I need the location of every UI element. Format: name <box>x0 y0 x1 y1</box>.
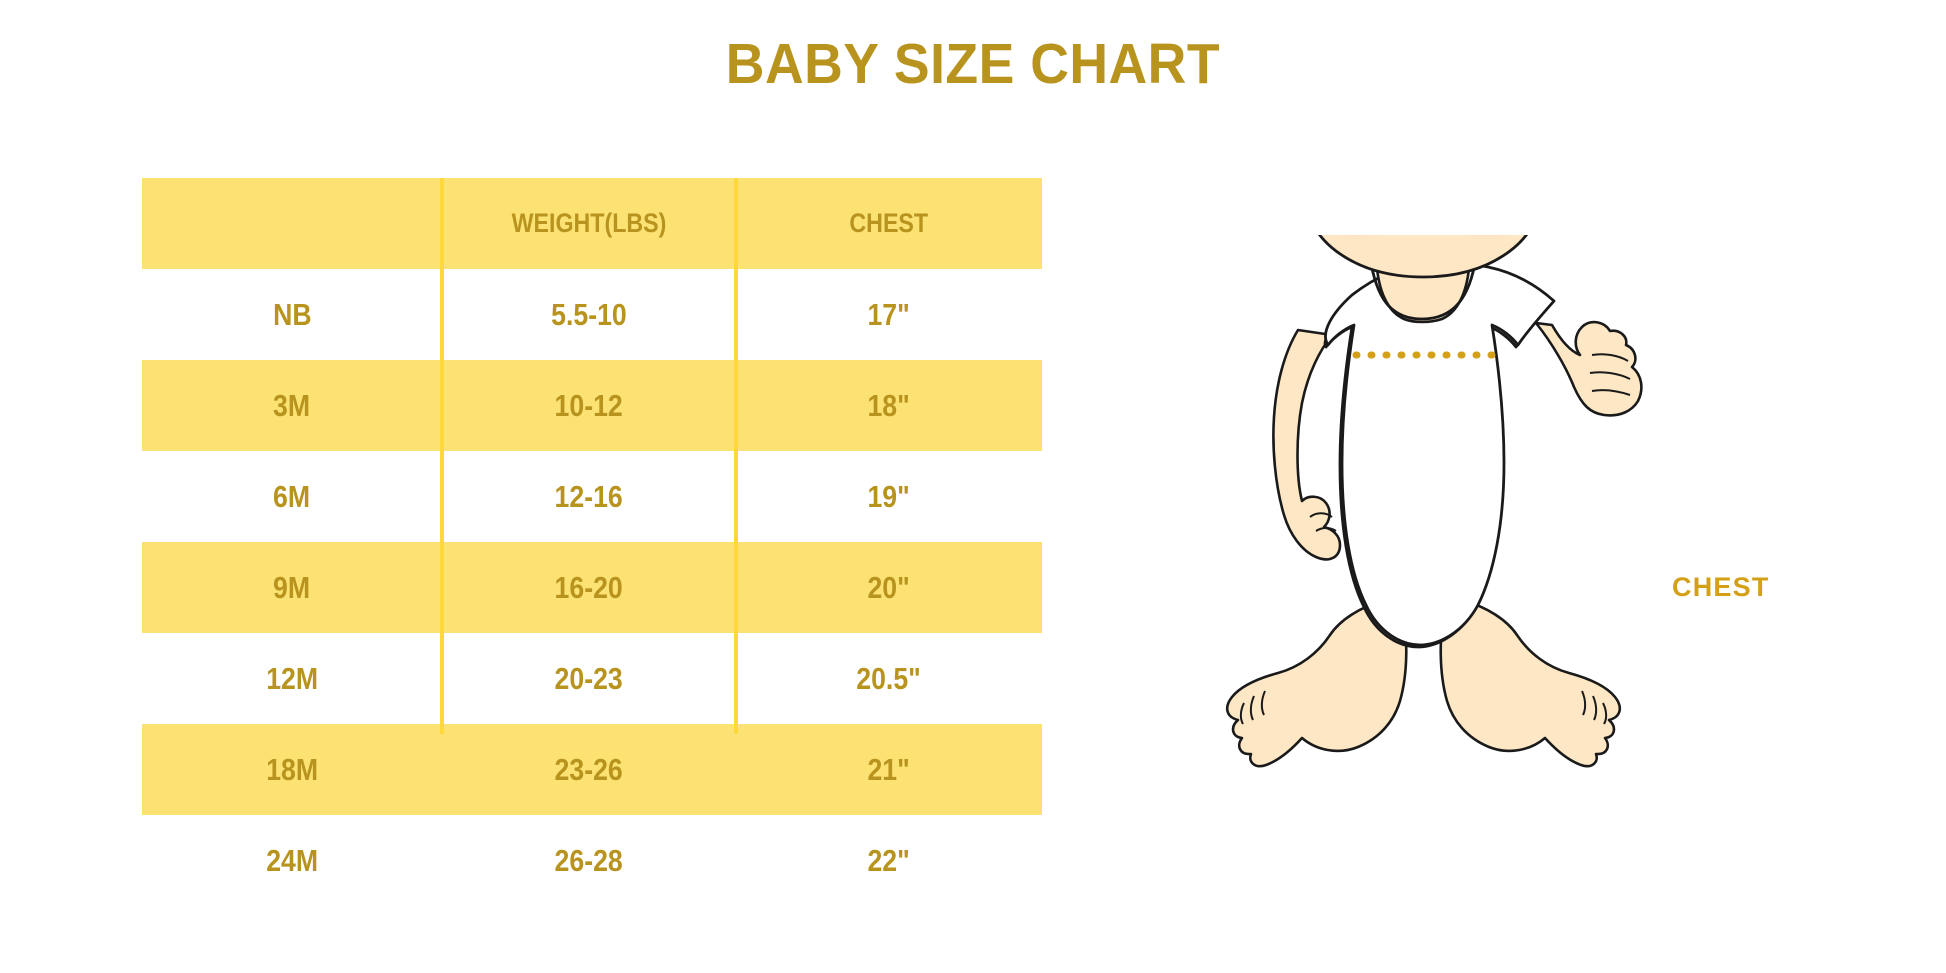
column-divider-line <box>734 178 738 734</box>
chest-label: CHEST <box>1672 572 1770 602</box>
column-header-chest: CHEST <box>849 208 929 238</box>
table-header-row: WEIGHT(LBS) CHEST <box>142 178 1042 269</box>
baby-left-arm <box>1272 328 1342 561</box>
baby-left-leg <box>1225 598 1408 768</box>
table-row: 3M 10-12 18" <box>142 360 1042 451</box>
onesie-collar <box>1368 256 1478 321</box>
cell-weight: 5.5-10 <box>551 297 627 332</box>
table-row: 6M 12-16 19" <box>142 451 1042 542</box>
cell-chest: 22" <box>867 843 911 878</box>
cell-weight: 20-23 <box>554 661 624 696</box>
baby-head <box>1318 235 1528 279</box>
table-row: 24M 26-28 22" <box>142 815 1042 906</box>
cell-chest: 19" <box>867 479 911 514</box>
baby-onesie <box>1323 262 1556 649</box>
table-row: NB 5.5-10 17" <box>142 269 1042 360</box>
page-title: BABY SIZE CHART <box>0 36 1946 93</box>
cell-size: 6M <box>273 479 311 514</box>
cell-size: 3M <box>273 388 311 423</box>
cell-size: 24M <box>266 843 318 878</box>
baby-face <box>1318 235 1528 279</box>
cell-chest: 20" <box>867 570 911 605</box>
cell-size: 12M <box>266 661 318 696</box>
cell-chest: 18" <box>867 388 911 423</box>
cell-chest: 21" <box>867 752 911 787</box>
baby-right-cheek <box>1456 235 1520 243</box>
baby-right-arm <box>1534 320 1643 417</box>
cell-weight: 16-20 <box>554 570 624 605</box>
cell-weight: 12-16 <box>554 479 624 514</box>
cell-size: NB <box>272 297 312 332</box>
page-title-text: BABY SIZE CHART <box>725 32 1221 96</box>
table-row: 9M 16-20 20" <box>142 542 1042 633</box>
cell-weight: 26-28 <box>554 843 624 878</box>
table-row: 12M 20-23 20.5" <box>142 633 1042 724</box>
cell-weight: 10-12 <box>554 388 624 423</box>
cell-weight: 23-26 <box>554 752 624 787</box>
baby-right-leg <box>1439 598 1622 768</box>
baby-illustration <box>1180 235 1680 835</box>
column-header-size <box>142 210 442 237</box>
column-header-weight: WEIGHT(LBS) <box>511 208 667 238</box>
baby-size-table: WEIGHT(LBS) CHEST NB 5.5-10 17" 3M 10-12… <box>142 178 1042 906</box>
cell-chest: 20.5" <box>856 661 922 696</box>
column-divider-line <box>440 178 444 734</box>
cell-size: 18M <box>266 752 318 787</box>
baby-left-cheek <box>1326 235 1390 243</box>
cell-chest: 17" <box>867 297 911 332</box>
table-row: 18M 23-26 21" <box>142 724 1042 815</box>
cell-size: 9M <box>273 570 311 605</box>
